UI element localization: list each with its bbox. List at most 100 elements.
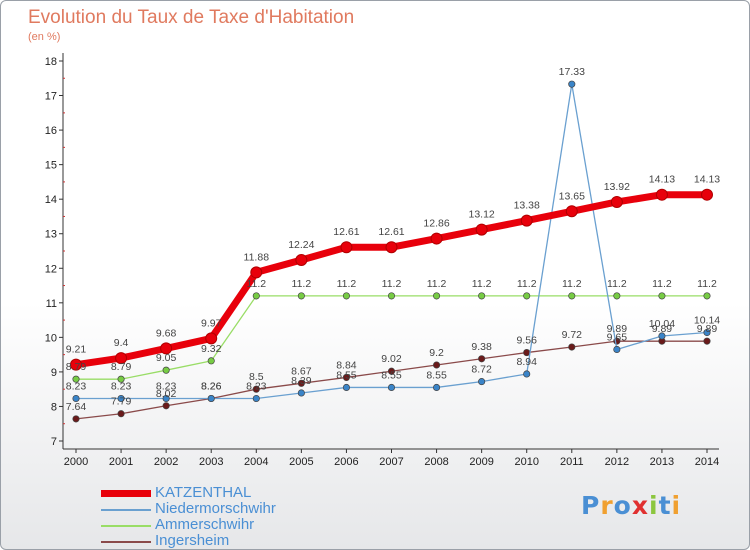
y-tick-label: 16: [45, 125, 57, 137]
logo-letter: i: [649, 491, 659, 520]
data-label: 11.2: [517, 278, 537, 290]
x-tick-label: 2010: [514, 456, 538, 468]
data-label: 9.02: [381, 353, 402, 365]
x-tick-label: 2013: [650, 456, 674, 468]
data-point: [523, 349, 531, 357]
data-label: 9.68: [156, 327, 177, 339]
data-point: [205, 332, 218, 345]
data-point: [70, 358, 82, 371]
y-tick-label: 8: [51, 401, 57, 413]
data-label: 8.23: [111, 381, 132, 393]
data-label: 11.2: [472, 278, 492, 290]
data-label: 9.89: [652, 323, 673, 335]
data-point: [655, 188, 668, 201]
data-point: [117, 375, 125, 383]
data-point: [162, 366, 170, 374]
y-tick-label: 12: [45, 263, 57, 275]
data-label: 9.2: [429, 347, 444, 359]
data-point: [207, 357, 215, 365]
data-point: [252, 292, 260, 300]
data-point: [523, 292, 531, 300]
x-tick-label: 2006: [334, 456, 358, 468]
data-label: 8.02: [156, 388, 177, 400]
data-label: 9.38: [471, 341, 492, 353]
data-point: [478, 355, 486, 363]
data-point: [297, 389, 305, 397]
proxiti-logo: Proxiti: [581, 491, 681, 520]
legend-swatch: [101, 490, 151, 497]
data-label: 9.65: [607, 331, 628, 343]
data-label: 12.61: [333, 226, 359, 238]
y-tick-label: 10: [45, 332, 57, 344]
logo-letter: x: [631, 491, 649, 520]
data-label: 8.67: [291, 365, 312, 377]
data-label: 8.94: [516, 356, 537, 368]
x-tick-label: 2000: [64, 456, 88, 468]
data-label: 9.56: [516, 335, 537, 347]
data-point: [433, 361, 441, 369]
data-label: 8.23: [66, 381, 87, 393]
data-point: [117, 410, 125, 418]
data-point: [252, 394, 260, 403]
y-unit-label: (en %): [28, 31, 61, 43]
data-label: 11.2: [292, 278, 312, 290]
legend-item: Ingersheim: [101, 533, 401, 549]
data-label: 9.32: [201, 343, 222, 355]
data-label: 12.86: [423, 218, 449, 230]
y-tick-label: 7: [51, 436, 57, 448]
logo-letter: t: [658, 491, 672, 520]
data-point: [340, 241, 353, 254]
data-label: 13.12: [469, 209, 495, 221]
data-label: 11.2: [562, 278, 582, 290]
legend-label: KATZENTHAL: [155, 484, 252, 501]
data-label: 8.5: [249, 371, 264, 383]
x-tick-label: 2008: [424, 456, 448, 468]
data-point: [613, 292, 621, 300]
data-label: 13.92: [604, 181, 630, 193]
x-tick-label: 2004: [244, 456, 268, 468]
data-point: [385, 241, 398, 254]
data-label: 9.05: [156, 352, 177, 364]
legend-item: KATZENTHAL: [101, 485, 401, 501]
data-label: 11.2: [382, 278, 402, 290]
data-label: 11.2: [427, 278, 447, 290]
data-label: 8.39: [291, 375, 312, 387]
data-point: [703, 328, 711, 337]
data-label: 11.2: [337, 278, 357, 290]
data-point: [387, 383, 396, 392]
data-label: 8.72: [471, 364, 492, 376]
x-tick-label: 2007: [379, 456, 403, 468]
data-point: [295, 253, 308, 266]
data-label: 11.2: [607, 278, 627, 290]
data-label: 11.2: [246, 278, 266, 290]
data-label: 12.61: [378, 226, 404, 238]
data-label: 8.26: [201, 381, 222, 393]
data-label: 9.89: [607, 323, 628, 335]
logo-letter: i: [671, 491, 682, 520]
data-point: [162, 394, 170, 403]
data-label: 7.64: [66, 401, 87, 413]
data-point: [160, 342, 173, 355]
data-point: [342, 292, 350, 300]
x-tick-label: 2002: [154, 456, 178, 468]
logo-letter: r: [600, 491, 614, 520]
y-tick-label: 17: [45, 91, 57, 103]
data-label: 9.72: [562, 329, 583, 341]
data-point: [478, 378, 486, 386]
data-point: [523, 370, 531, 378]
data-label: 11.88: [244, 251, 270, 263]
y-tick-label: 18: [45, 56, 57, 68]
y-tick-label: 15: [45, 160, 57, 172]
data-point: [703, 337, 711, 345]
legend-label: Ingersheim: [155, 532, 230, 549]
data-point: [433, 383, 441, 392]
x-tick-label: 2014: [695, 456, 719, 468]
data-label: 8.55: [336, 369, 357, 381]
y-tick-label: 9: [51, 367, 57, 379]
data-point: [613, 345, 621, 354]
data-point: [701, 188, 713, 201]
x-tick-label: 2011: [560, 456, 584, 468]
data-label: 11.2: [697, 278, 717, 290]
y-tick-label: 13: [45, 229, 57, 241]
x-tick-label: 2012: [605, 456, 629, 468]
